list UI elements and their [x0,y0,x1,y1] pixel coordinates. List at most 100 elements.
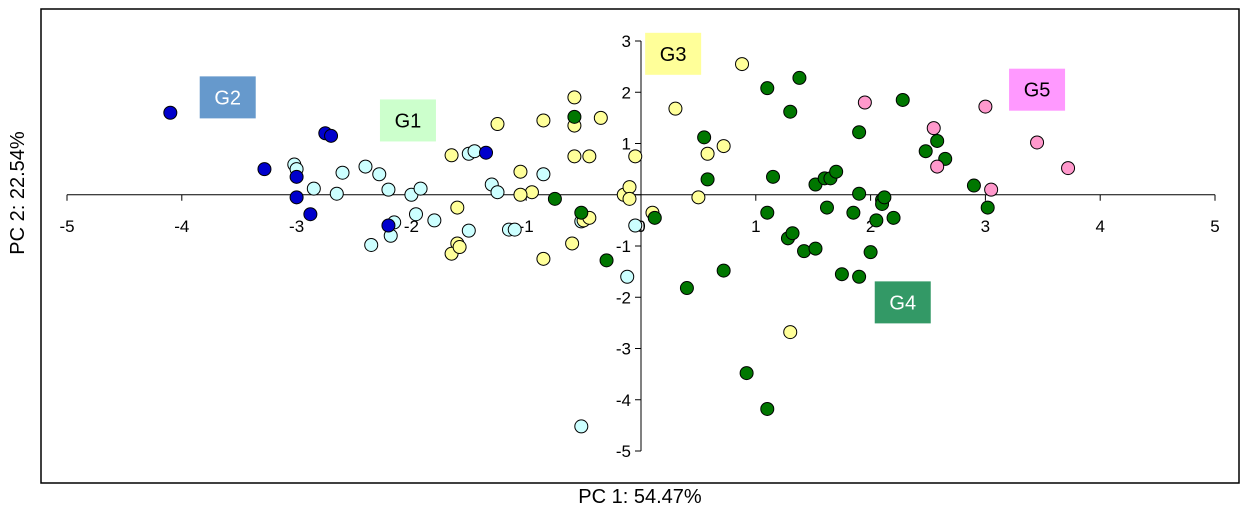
group-label-box [199,76,256,119]
data-point-g3 [735,57,750,72]
y-tick-label: 3 [622,32,631,51]
data-point-g2 [479,145,494,160]
data-point-g4 [739,366,754,381]
x-tick-label: 2 [866,217,875,236]
data-point-g1 [467,144,482,159]
data-point-g3 [567,90,582,105]
data-point-g4 [808,241,823,256]
data-point-g4 [846,205,861,220]
data-point-g3 [567,149,582,164]
data-point-g2 [381,218,396,233]
group-label-g2: G2 [199,76,256,119]
data-point-g1 [628,218,643,233]
data-point-g1 [381,182,396,197]
group-label-box [645,32,702,75]
data-point-g4 [852,269,867,284]
data-point-g2 [257,162,272,177]
data-point-g4 [863,245,878,260]
group-label-box [874,281,931,324]
data-point-g3 [524,185,539,200]
data-point-g4 [792,70,807,85]
data-point-g1 [490,185,505,200]
data-point-g4 [829,164,844,179]
data-point-g3 [536,251,551,266]
group-label-text: G4 [889,292,916,314]
data-point-g4 [869,213,884,228]
data-point-g4 [895,92,910,107]
data-point-g4 [760,401,775,416]
group-label-g5: G5 [1009,68,1066,111]
y-axis-label: PC 2: 22.54% [7,131,29,255]
data-point-g4 [785,226,800,241]
group-label-box [1009,68,1066,111]
data-point-g3 [450,200,465,215]
data-point-g1 [413,181,428,196]
data-point-g3 [452,240,467,255]
data-point-g3 [716,139,731,154]
data-point-g4 [852,125,867,140]
data-point-g2 [303,207,318,222]
data-point-g4 [547,191,562,206]
data-point-g4 [966,178,981,193]
data-point-g4 [766,169,781,184]
data-point-g1 [620,269,635,284]
data-point-g1 [427,213,442,228]
data-point-g3 [513,187,528,202]
data-point-g4 [760,205,775,220]
data-point-g4 [679,281,694,296]
group-label-text: G3 [660,44,687,66]
data-point-g1 [507,222,522,237]
group-labels: G1 G2 G3 G4 G5 [199,32,1066,324]
data-point-g4 [760,81,775,96]
data-point-g3 [513,164,528,179]
x-tick-label: -4 [174,217,189,236]
group-label-box [379,99,436,142]
series-g2 [163,105,494,233]
x-axis-label: PC 1: 54.47% [578,486,702,508]
y-tick-label: -4 [616,391,631,410]
data-point-g5 [926,121,941,136]
data-point-g4 [700,172,715,187]
data-point-g5 [930,159,945,174]
group-label-g3: G3 [645,32,702,75]
data-point-g3 [565,236,580,251]
data-point-g4 [599,253,614,268]
data-point-g5 [984,182,999,197]
group-label-text: G2 [214,87,241,109]
y-tick-label: -3 [616,340,631,359]
data-point-g1 [358,159,373,174]
x-tick-label: -1 [519,217,534,236]
x-tick-label: 4 [1095,217,1104,236]
x-tick-label: -2 [404,217,419,236]
x-tick-label: 3 [981,217,990,236]
data-point-g4 [797,244,812,259]
y-tick-label: 2 [622,83,631,102]
x-tick-label: 1 [751,217,760,236]
data-point-g3 [668,101,683,116]
data-point-g2 [163,105,178,120]
series-g5 [857,95,1076,197]
data-point-g1 [329,186,344,201]
data-point-g1 [574,419,589,434]
data-point-g2 [289,169,304,184]
data-point-g3 [490,117,505,132]
data-point-g3 [783,325,798,340]
data-point-g3 [593,110,608,125]
group-label-text: G1 [395,110,422,132]
data-point-g4 [918,144,933,159]
data-point-g3 [691,190,706,205]
data-point-g4 [930,133,945,148]
data-point-g4 [647,210,662,225]
data-point-g3 [622,191,637,206]
data-point-g2 [324,128,339,143]
data-point-g1 [408,207,423,222]
data-point-g1 [536,167,551,182]
data-point-g1 [306,181,321,196]
data-point-g3 [536,113,551,128]
data-points [163,57,1076,434]
data-point-g4 [574,205,589,220]
data-point-g4 [886,210,901,225]
